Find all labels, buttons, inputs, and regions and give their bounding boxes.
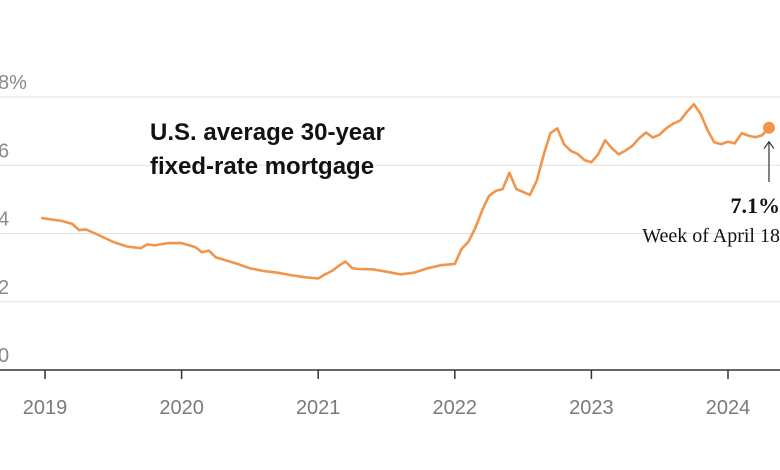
callout-value: 7.1% bbox=[731, 193, 780, 218]
y-axis-ticks: 0 2 4 6 8% bbox=[0, 72, 27, 367]
gridlines bbox=[0, 96, 780, 303]
x-tick-label: 2021 bbox=[296, 397, 341, 419]
latest-value-dot bbox=[762, 121, 775, 134]
chart-title-line: U.S. average 30-year bbox=[150, 119, 385, 146]
series-line-mortgage-rate bbox=[41, 102, 771, 280]
x-tick-label: 2019 bbox=[23, 397, 68, 419]
x-axis-ticks: 2019 2020 2021 2022 2023 2024 bbox=[23, 370, 751, 419]
x-tick-label: 2024 bbox=[706, 397, 751, 419]
x-tick-label: 2023 bbox=[569, 397, 614, 419]
y-tick-label: 4 bbox=[0, 209, 9, 231]
y-tick-label: 8% bbox=[0, 72, 27, 94]
callout-label: Week of April 18 bbox=[642, 225, 780, 247]
callout-arrow-head bbox=[763, 140, 775, 150]
latest-value-callout: 7.1% Week of April 18 bbox=[642, 121, 780, 247]
chart-title: U.S. average 30-year fixed-rate mortgage bbox=[150, 119, 385, 180]
chart-title-line: fixed-rate mortgage bbox=[150, 153, 374, 180]
x-tick-label: 2020 bbox=[159, 397, 204, 419]
y-tick-label: 6 bbox=[0, 140, 9, 162]
y-tick-label: 0 bbox=[0, 345, 9, 367]
x-tick-label: 2022 bbox=[433, 397, 478, 419]
y-tick-label: 2 bbox=[0, 277, 9, 299]
